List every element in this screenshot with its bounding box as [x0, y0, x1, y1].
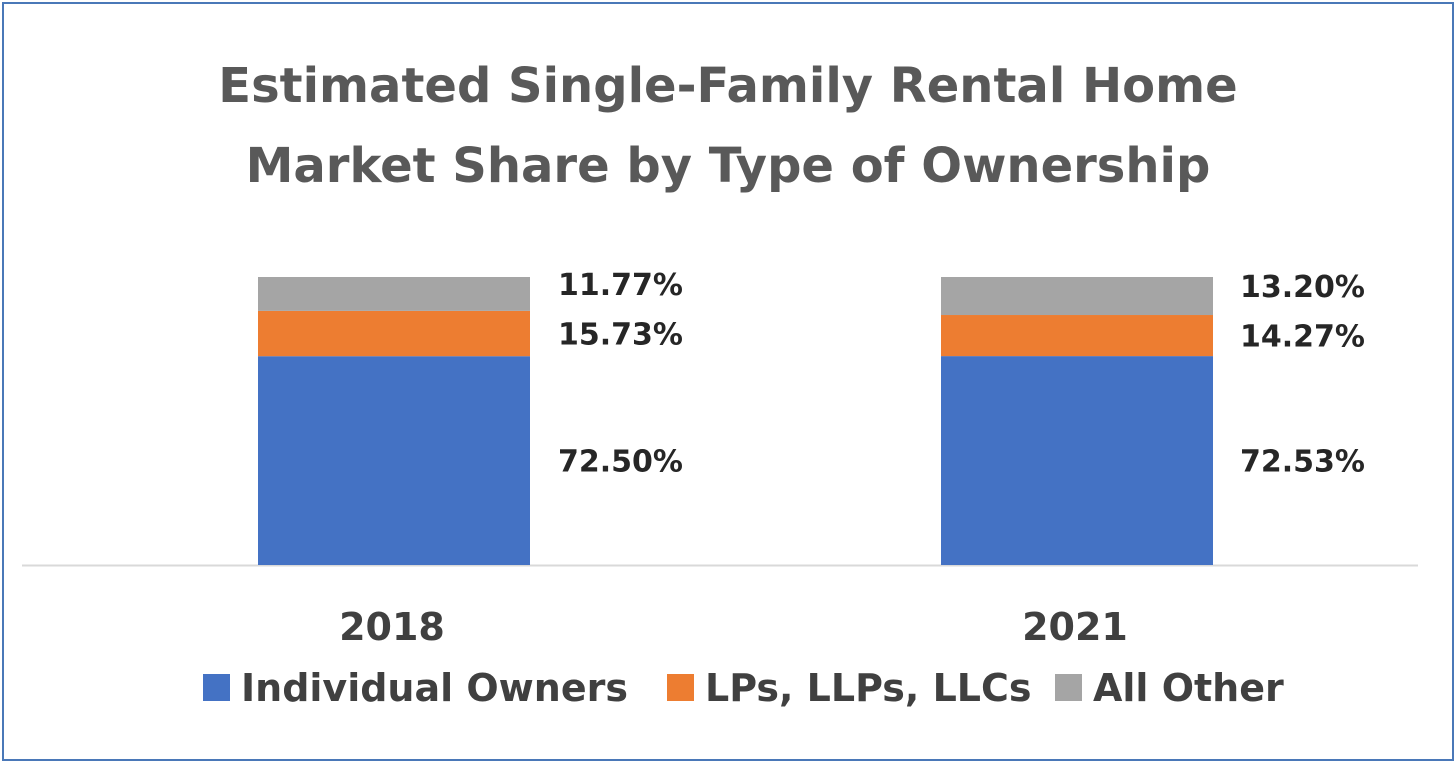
bar-segment-2018-individual-owners [258, 356, 530, 565]
data-label-2021-individual-owners: 72.53% [1240, 445, 1365, 480]
legend-label-individual-owners: Individual Owners [241, 666, 628, 710]
bar-segment-2018-all-other [258, 277, 530, 311]
legend-label-lps-llps-llcs: LPs, LLPs, LLCs [705, 666, 1032, 710]
chart-title-line-2: Market Share by Type of Ownership [245, 138, 1211, 194]
bar-segment-2021-individual-owners [941, 356, 1213, 565]
legend-label-all-other: All Other [1093, 666, 1284, 710]
bar-segment-2021-all-other [941, 277, 1213, 316]
data-label-2018-individual-owners: 72.50% [558, 445, 683, 480]
bar-segment-2018-lps-llps-llcs [258, 310, 530, 357]
legend-swatch-all-other [1055, 674, 1082, 701]
legend-swatch-lps-llps-llcs [667, 674, 694, 701]
category-label-2018: 2018 [339, 605, 445, 649]
data-label-2021-lps-llps-llcs: 14.27% [1240, 320, 1365, 355]
category-label-2021: 2021 [1022, 605, 1128, 649]
legend-swatch-individual-owners [203, 674, 230, 701]
bar-segment-2021-lps-llps-llcs [941, 315, 1213, 357]
chart-title-line-1: Estimated Single-Family Rental Home [218, 58, 1238, 114]
data-label-2021-all-other: 13.20% [1240, 270, 1365, 305]
data-label-2018-lps-llps-llcs: 15.73% [558, 318, 683, 353]
data-label-2018-all-other: 11.77% [558, 268, 683, 303]
